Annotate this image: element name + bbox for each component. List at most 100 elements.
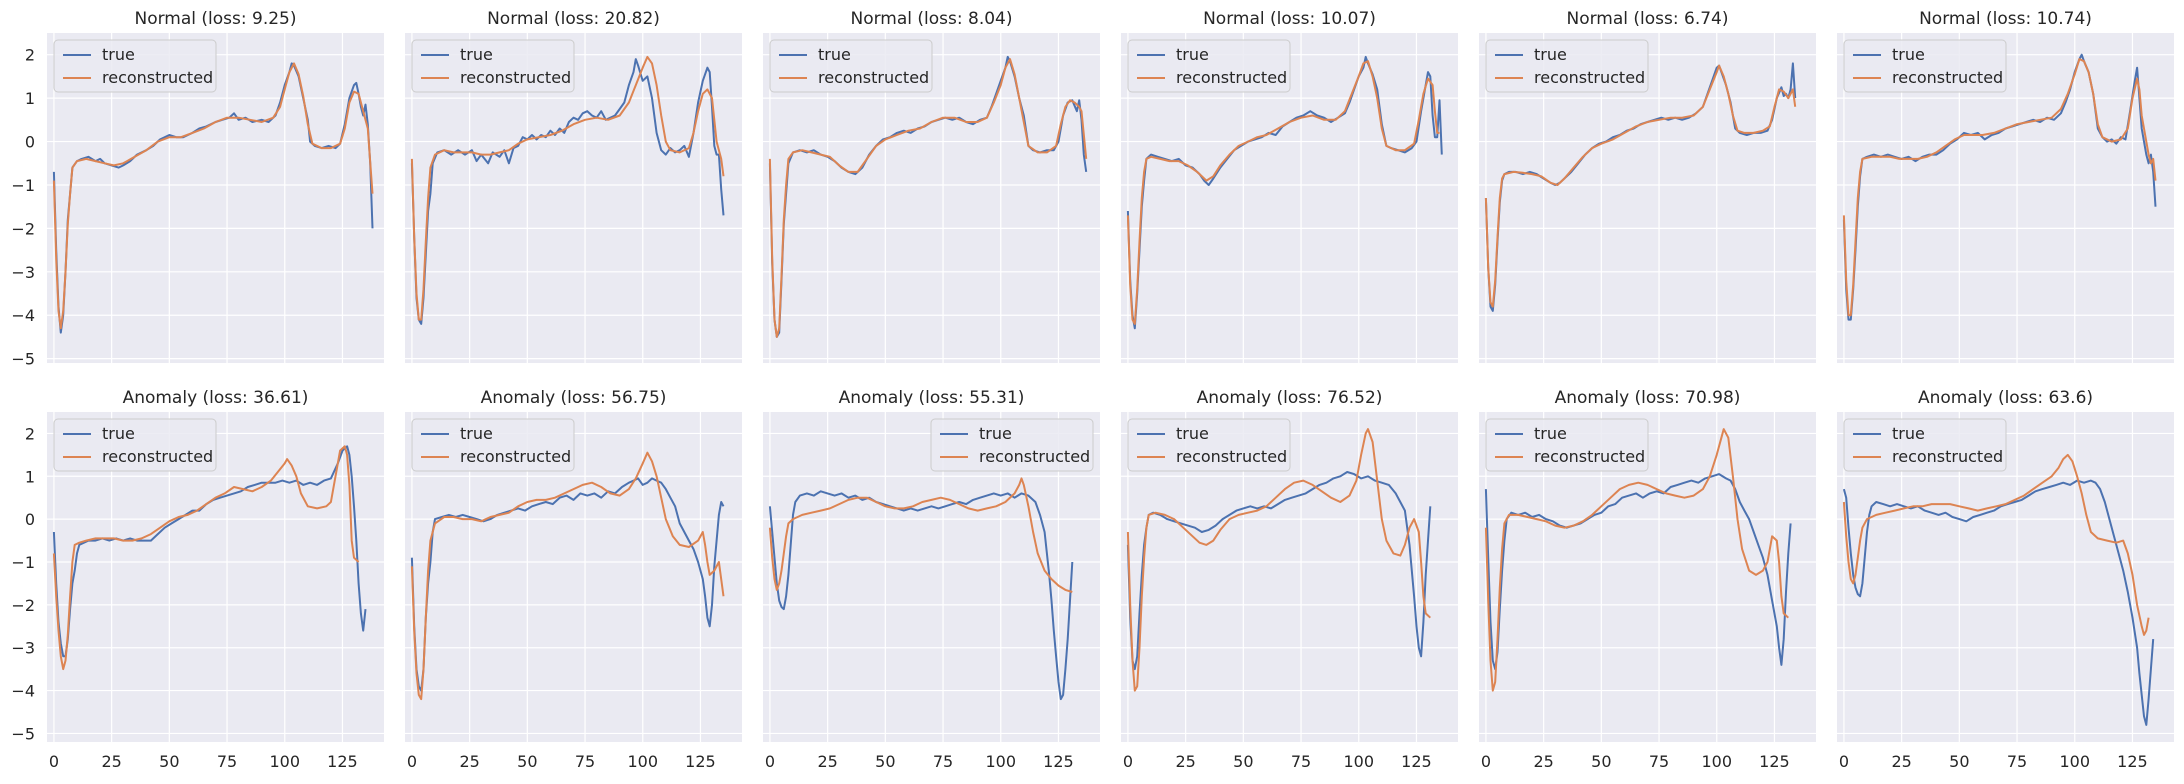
legend-reconstructed-label: reconstructed: [460, 447, 571, 466]
legend-box: [411, 39, 575, 93]
series-reconstructed-line: [1484, 64, 1797, 308]
subplot-title: Normal (loss: 20.82): [487, 9, 660, 29]
x-tick-label: 50: [875, 752, 895, 771]
y-tick-label: 0: [25, 133, 35, 152]
series-reconstructed-line: [1126, 60, 1440, 325]
x-tick-label: 100: [1701, 752, 1732, 771]
legend: true reconstructed: [1843, 39, 2007, 93]
y-tick-label: 2: [25, 424, 35, 443]
y-tick-label: −1: [11, 553, 35, 572]
x-tick-label: 25: [1891, 752, 1911, 771]
series-reconstructed-line: [1842, 453, 2150, 636]
y-tick-label: −1: [11, 176, 35, 195]
subplot-9: Anomaly (loss: 55.31) 0 25 50 75 100 125 true re…: [763, 388, 1100, 771]
x-tick-label: 25: [1175, 752, 1195, 771]
legend-box: [1485, 418, 1649, 472]
series-true-line: [410, 477, 725, 692]
legend-reconstructed-label: reconstructed: [102, 68, 213, 87]
legend: true reconstructed: [411, 418, 575, 472]
y-tick-label: −4: [11, 682, 35, 701]
x-tick-label: 75: [2007, 752, 2027, 771]
legend-box: [53, 418, 217, 472]
x-tick-label: 25: [817, 752, 837, 771]
subplot-title: Anomaly (loss: 56.75): [481, 388, 667, 408]
legend: true reconstructed: [769, 39, 933, 93]
subplot-title: Anomaly (loss: 63.6): [1918, 388, 2093, 408]
x-tick-label: 0: [765, 752, 775, 771]
legend: true reconstructed: [1127, 418, 1291, 472]
legend-true-label: true: [102, 45, 135, 64]
legend-box: [1843, 39, 2007, 93]
subplot-4: Normal (loss: 10.07) true reconstructed: [1121, 9, 1458, 363]
legend-reconstructed-label: reconstructed: [818, 68, 929, 87]
subplot-title: Anomaly (loss: 36.61): [123, 388, 309, 408]
y-tick-label: −5: [11, 724, 35, 743]
x-tick-label: 0: [1123, 752, 1133, 771]
legend-reconstructed-label: reconstructed: [1176, 68, 1287, 87]
subplot-title: Normal (loss: 8.04): [851, 9, 1013, 29]
series-true-line: [1842, 479, 2155, 726]
legend-reconstructed-label: reconstructed: [1176, 447, 1287, 466]
x-tick-label: 125: [1759, 752, 1790, 771]
subplot-6: Normal (loss: 10.74) true reconstructed: [1837, 9, 2174, 363]
y-tick-label: −4: [11, 306, 35, 325]
x-tick-label: 100: [627, 752, 658, 771]
series-reconstructed-line: [1842, 58, 2157, 317]
x-tick-label: 50: [517, 752, 537, 771]
subplot-12: Anomaly (loss: 63.6) 0 25 50 75 100 125 true rec…: [1837, 388, 2174, 771]
y-tick-label: 1: [25, 467, 35, 486]
y-tick-label: −3: [11, 639, 35, 658]
x-tick-label: 0: [49, 752, 59, 771]
x-tick-label: 50: [159, 752, 179, 771]
subplot-10: Anomaly (loss: 76.52) 0 25 50 75 100 125 true re…: [1121, 388, 1458, 771]
series-reconstructed-line: [1484, 428, 1789, 692]
subplot-title: Anomaly (loss: 70.98): [1555, 388, 1741, 408]
subplot-title: Normal (loss: 9.25): [135, 9, 297, 29]
subplot-title: Anomaly (loss: 76.52): [1197, 388, 1383, 408]
legend-true-label: true: [1176, 45, 1209, 64]
legend: true reconstructed: [53, 39, 217, 93]
x-tick-label: 100: [269, 752, 300, 771]
legend-reconstructed-label: reconstructed: [979, 447, 1090, 466]
series-true-line: [410, 58, 725, 325]
legend: true reconstructed: [411, 39, 575, 93]
y-tick-label: −2: [11, 219, 35, 238]
subplot-3: Normal (loss: 8.04)true reconstructed: [763, 9, 1100, 363]
x-tick-label: 0: [407, 752, 417, 771]
legend-true-label: true: [102, 424, 135, 443]
y-tick-label: 1: [25, 89, 35, 108]
y-tick-label: −3: [11, 263, 35, 282]
legend: true reconstructed: [53, 418, 217, 472]
y-tick-label: 0: [25, 510, 35, 529]
x-tick-label: 125: [2117, 752, 2148, 771]
legend-reconstructed-label: reconstructed: [1892, 68, 2003, 87]
legend-reconstructed-label: reconstructed: [1892, 447, 2003, 466]
legend: true reconstructed: [930, 418, 1094, 472]
legend: true reconstructed: [1485, 418, 1649, 472]
subplot-title: Normal (loss: 10.74): [1919, 9, 2092, 29]
x-tick-label: 75: [1649, 752, 1669, 771]
subplot-8: Anomaly (loss: 56.75) 0 25 50 75 100 125 true re…: [405, 388, 742, 771]
x-tick-label: 75: [1291, 752, 1311, 771]
y-tick-label: −5: [11, 350, 35, 369]
legend: true reconstructed: [1843, 418, 2007, 472]
subplot-1: Normal (loss: 9.25) −5 −4 −3 −2 −1 0 1 2 true reco…: [11, 9, 384, 369]
legend-true-label: true: [1892, 424, 1925, 443]
subplot-title: Anomaly (loss: 55.31): [839, 388, 1025, 408]
legend-true-label: true: [1176, 424, 1209, 443]
legend-true-label: true: [818, 45, 851, 64]
series-true-line: [1126, 55, 1443, 330]
series-reconstructed-line: [1126, 428, 1431, 692]
x-tick-label: 25: [101, 752, 121, 771]
x-tick-label: 0: [1481, 752, 1491, 771]
legend-true-label: true: [979, 424, 1012, 443]
legend-box: [1485, 39, 1649, 93]
x-tick-label: 125: [1043, 752, 1074, 771]
subplot-5: Normal (loss: 6.74)true reconstructed: [1479, 9, 1816, 363]
x-tick-label: 0: [1839, 752, 1849, 771]
legend-box: [1127, 39, 1291, 93]
subplot-11: Anomaly (loss: 70.98) 0 25 50 75 100 125 true re…: [1479, 388, 1816, 771]
legend-box: [1127, 418, 1291, 472]
x-tick-label: 25: [1533, 752, 1553, 771]
legend-box: [53, 39, 217, 93]
